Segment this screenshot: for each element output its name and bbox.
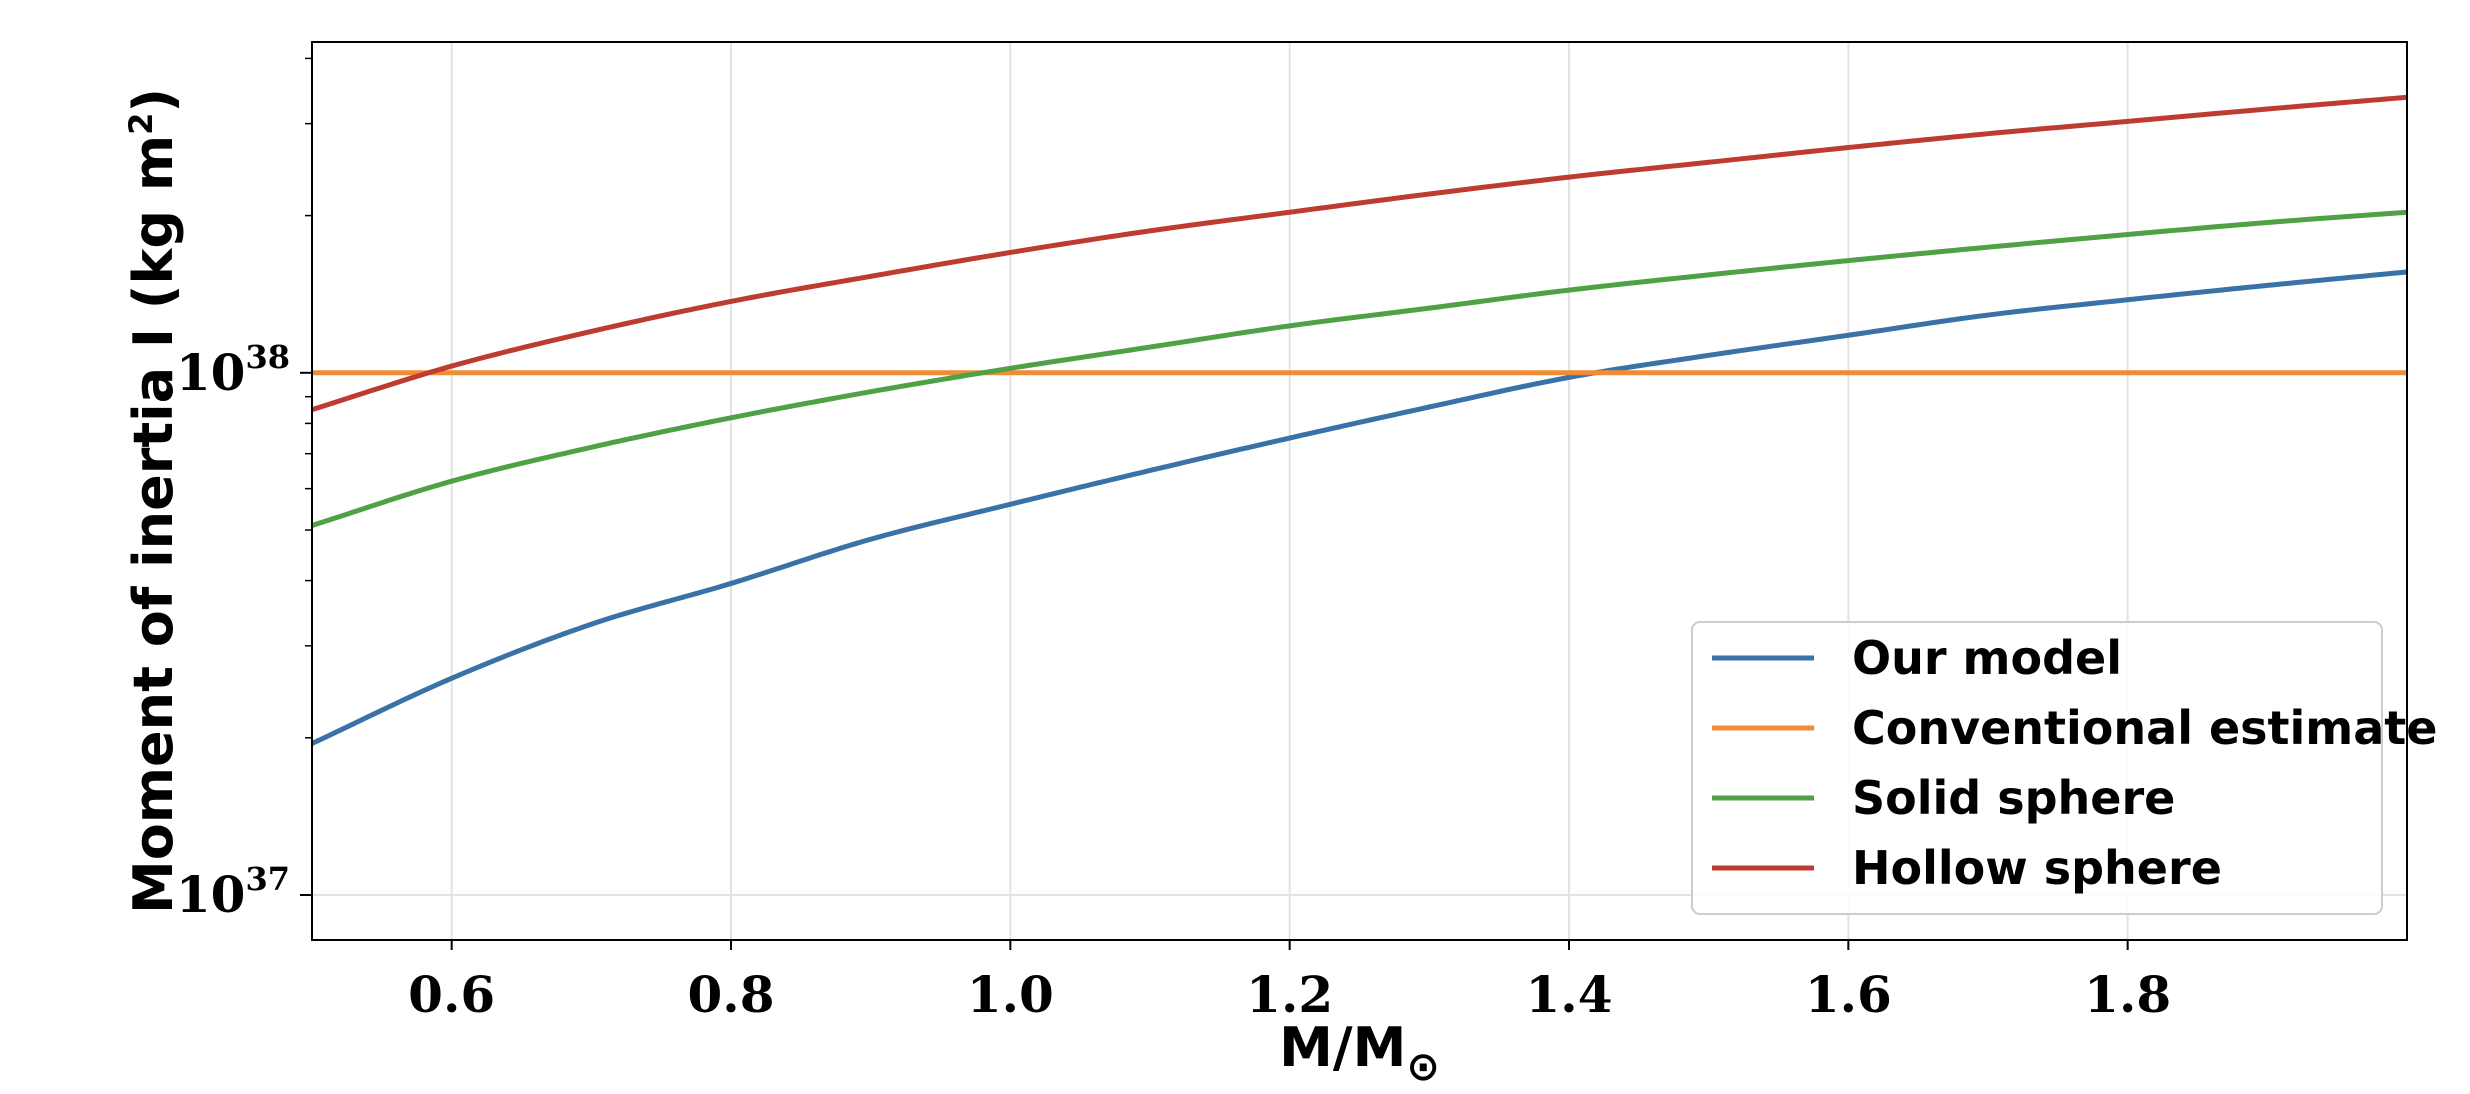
x-tick-label: 1.2 — [1246, 965, 1333, 1024]
x-tick-label: 1.6 — [1805, 965, 1892, 1024]
y-tick-label: 1038 — [176, 338, 290, 402]
legend-label: Hollow sphere — [1852, 841, 2222, 895]
series-line-our-model — [310, 269, 2408, 746]
series-line-hollow-sphere — [311, 94, 2408, 413]
y-tick-label: 1037 — [176, 860, 290, 924]
x-tick-label: 0.8 — [688, 965, 775, 1024]
x-tick-label: 1.4 — [1526, 965, 1613, 1024]
plot-frame — [311, 41, 2408, 941]
legend: Our model Conventional estimate Solid sphe… — [1691, 621, 2437, 915]
legend-box — [1691, 621, 2383, 915]
y-tick-exponent: 37 — [245, 860, 290, 898]
x-axis-title-main: M/M — [1279, 1016, 1406, 1079]
x-tick-label: 0.6 — [408, 965, 495, 1024]
x-axis-title: M/M⊙ — [1279, 1016, 1440, 1090]
y-axis-title-end: ) — [122, 88, 185, 113]
y-tick-base: 10 — [176, 865, 246, 924]
legend-label: Solid sphere — [1852, 771, 2175, 825]
y-axis-title-main: Moment of inertia I (kg m — [122, 135, 185, 914]
legend-label: Conventional estimate — [1852, 701, 2437, 755]
legend-label: Our model — [1852, 631, 2122, 685]
y-tick-base: 10 — [176, 343, 246, 402]
series-layer — [310, 94, 2408, 746]
y-axis-title-sup: 2 — [122, 113, 160, 135]
y-axis-title: Moment of inertia I (kg m2) — [122, 88, 185, 914]
x-tick-label: 1.0 — [967, 965, 1054, 1024]
x-axis-title-sub: ⊙ — [1406, 1044, 1440, 1090]
x-tick-label: 1.8 — [2084, 965, 2171, 1024]
series-line-solid-sphere — [311, 209, 2408, 528]
y-tick-exponent: 38 — [245, 338, 290, 376]
